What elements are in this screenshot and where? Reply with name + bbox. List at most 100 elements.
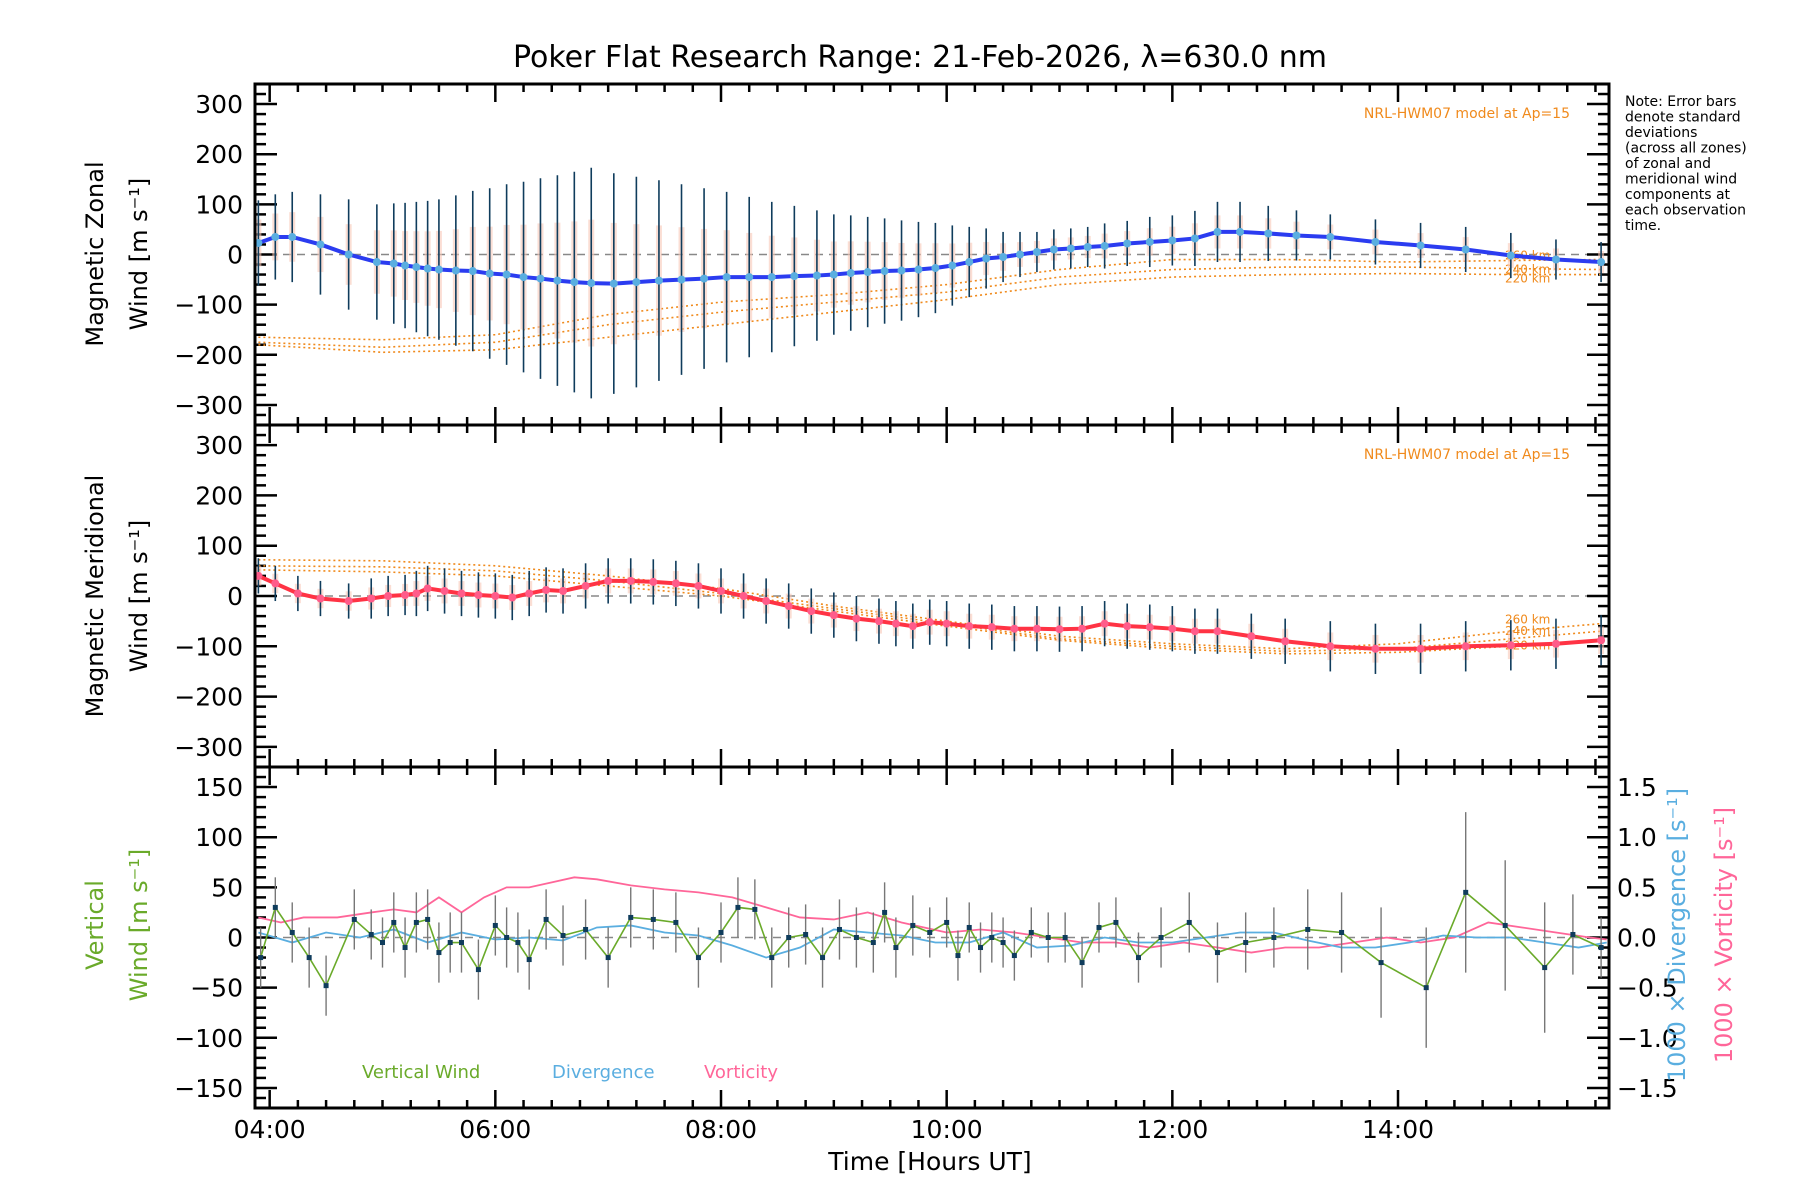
zonal-data-point (1326, 232, 1335, 241)
meridional-data-point (626, 576, 635, 585)
x-axis-label: Time [Hours UT] (827, 1147, 1031, 1176)
meridional-data-point (1145, 623, 1154, 632)
meridional-data-point (852, 614, 861, 623)
vertical-data-point (978, 945, 984, 951)
meridional-data-point (401, 590, 410, 599)
vertical-data-point (695, 955, 701, 961)
vertical-data-point (380, 940, 386, 946)
meridional-data-point (829, 611, 838, 620)
zonal-data-point (1597, 258, 1606, 267)
y2-tick-label: 1.0 (1617, 823, 1657, 852)
vertical-data-point (1000, 940, 1006, 946)
y-tick-label: −100 (174, 632, 243, 661)
zonal-data-point (389, 259, 398, 268)
zonal-data-point (412, 263, 421, 272)
legend-divergence: Divergence (552, 1062, 655, 1083)
meridional-data-point (649, 577, 658, 586)
y-tick-label: 200 (195, 481, 243, 510)
zonal-data-point (1032, 247, 1041, 256)
vertical-data-point (1305, 926, 1311, 932)
y-tick-label: −100 (174, 1024, 243, 1053)
vertical-data-point (413, 919, 419, 925)
zonal-data-point (931, 264, 940, 273)
vertical-data-point (1028, 929, 1034, 935)
panel-frame (253, 765, 1611, 1110)
vertical-data-point (560, 932, 566, 938)
y2-tick-label: 0.0 (1617, 924, 1657, 953)
vertical-data-point (458, 940, 464, 946)
zonal-data-point (1083, 242, 1092, 251)
meridional-data-point (1100, 619, 1109, 628)
zonal-data-point (654, 276, 663, 285)
meridional-data-point (1055, 625, 1064, 634)
vertical-panel: 150 100 50 0 −50 −100 −150 1.5 1.0 0.5 0.0 −0.5 −1.0… (174, 765, 1678, 1110)
vertical-data-point (1502, 922, 1508, 928)
model-curve-240km (258, 266, 1602, 349)
meridional-data-point (384, 592, 393, 600)
meridional-data-point (367, 594, 376, 603)
meridional-data-point (1032, 624, 1041, 633)
zonal-data-point (722, 273, 731, 282)
vertical-data-point (258, 955, 264, 961)
y-tick-label: 150 (195, 773, 243, 802)
model-curve-220km (258, 272, 1602, 354)
vertical-data-point (1214, 950, 1220, 956)
vertical-data-point (650, 916, 656, 922)
zonal-data-point (790, 272, 799, 281)
meridional-data-point (1416, 644, 1425, 653)
vertical-data-point (1096, 924, 1102, 930)
y-tick-label: 0 (227, 924, 243, 953)
meridional-data-point (1371, 644, 1380, 653)
zonal-data-point (1066, 244, 1075, 253)
vertical-data-point (893, 945, 899, 951)
vertical-data-point (735, 904, 741, 910)
zonal-data-point (829, 270, 838, 279)
meridional-data-point (491, 592, 500, 600)
vertical-data-point (769, 955, 775, 961)
meridional-ylabel-line1: Magnetic Meridional (81, 475, 109, 718)
legend-vertical-wind: Vertical Wind (362, 1062, 480, 1083)
y-tick-label: 300 (195, 431, 243, 460)
vertical-data-point (515, 940, 521, 946)
meridional-data-point (508, 593, 517, 602)
meridional-data-point (1551, 639, 1560, 648)
meridional-data-point (671, 579, 680, 588)
vertical-data-point (583, 926, 589, 932)
vertical-data-point (1570, 931, 1576, 937)
zonal-data-point (1292, 231, 1301, 240)
vertical-data-point (927, 929, 933, 935)
zonal-data-point (880, 267, 889, 276)
zonal-data-point (632, 278, 641, 287)
note-line: time. (1625, 218, 1661, 234)
zonal-data-point (812, 271, 821, 280)
vertical-data-point (944, 919, 950, 925)
meridional-data-point (474, 590, 483, 599)
y2-tick-label: 1.5 (1617, 773, 1657, 802)
meridional-data-point (271, 579, 280, 588)
model-altitude-label: 220 km (1505, 272, 1550, 286)
meridional-data-point (739, 592, 748, 600)
note-line: meridional wind (1625, 172, 1737, 188)
vertical-data-point (718, 929, 724, 935)
vertical-data-point (1045, 935, 1051, 940)
y2-tick-label: 0.5 (1617, 873, 1657, 902)
vertical-data-point (820, 955, 826, 961)
vertical-data-point (910, 922, 916, 928)
zonal-data-point (897, 266, 906, 275)
zonal-data-point (536, 274, 545, 283)
note-line: components at (1625, 187, 1731, 203)
model-curve-260km (258, 258, 1602, 341)
meridional-data-point (1168, 624, 1177, 633)
vertical-data-point (836, 926, 842, 932)
zonal-data-point (1168, 236, 1177, 245)
zonal-data-point (1506, 251, 1515, 260)
meridional-data-point (891, 619, 900, 628)
zonal-data-point (316, 240, 325, 249)
vertical-data-point (803, 931, 809, 937)
zonal-data-point (609, 279, 618, 288)
vertical-data-point (447, 940, 453, 946)
chart-title: Poker Flat Research Range: 21-Feb-2026, … (513, 40, 1327, 75)
zonal-data-point (502, 270, 511, 279)
model-label: NRL-HWM07 model at Ap=15 (1364, 106, 1570, 122)
